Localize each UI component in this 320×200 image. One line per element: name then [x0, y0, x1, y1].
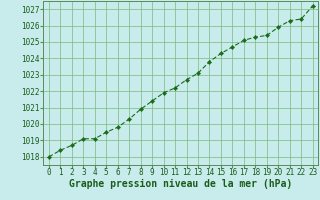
X-axis label: Graphe pression niveau de la mer (hPa): Graphe pression niveau de la mer (hPa) — [69, 179, 292, 189]
